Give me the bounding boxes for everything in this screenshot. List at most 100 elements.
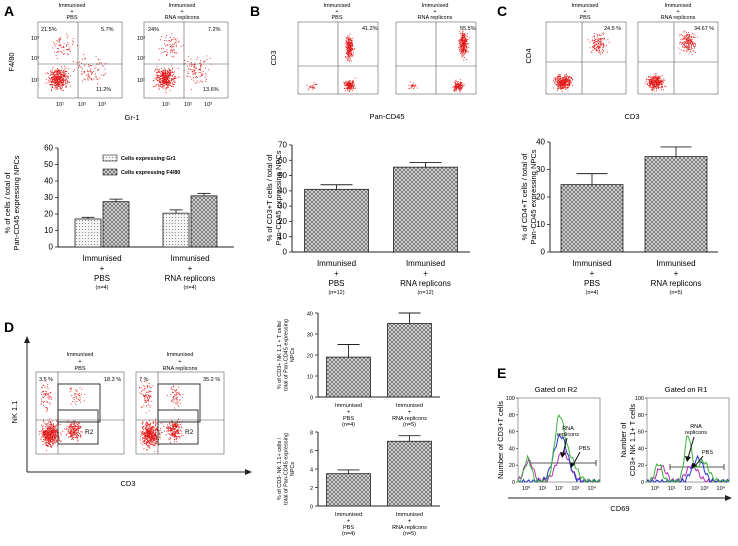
flow-dot (153, 438, 155, 440)
flow-dot (657, 78, 659, 80)
flow-dot (77, 431, 79, 433)
flow-dot (653, 90, 655, 92)
flow-dot (174, 428, 176, 430)
flow-dot (80, 426, 81, 428)
flow-dot (45, 391, 47, 393)
flow-dot (592, 45, 594, 47)
flow-dot (77, 428, 79, 430)
flow-dot (58, 423, 60, 425)
flow-dot (347, 82, 349, 84)
flow-dot (685, 35, 687, 37)
flow-dot (54, 51, 55, 53)
flow-dot (564, 81, 566, 82)
flow-dot (161, 83, 163, 85)
flow-dot (70, 75, 71, 77)
flow-dot (60, 432, 62, 434)
flow-dot (102, 74, 104, 76)
flow-dot (44, 430, 46, 432)
flow-dot (349, 38, 351, 40)
flow-dot (149, 422, 151, 424)
flow-dot (688, 44, 689, 46)
flow-dot (687, 37, 689, 38)
flow-dot (164, 70, 166, 72)
flow-dot (78, 66, 80, 68)
flow-dot (53, 430, 55, 432)
flow-dot (159, 70, 161, 72)
flow-dot (48, 432, 50, 433)
flow-dot (56, 88, 58, 90)
flow-dot (455, 86, 457, 88)
flow-dot (50, 433, 51, 435)
flow-dot (159, 78, 161, 80)
flow-dot (565, 80, 567, 81)
flow-dot (175, 78, 176, 79)
flow-dot (167, 75, 169, 77)
flow-dot (53, 433, 55, 435)
flow-dot (308, 88, 310, 90)
flow-dot (49, 436, 51, 438)
flow-dot (77, 429, 79, 431)
flow-dot (148, 410, 150, 412)
flow-dot (697, 36, 699, 38)
flow-dot (64, 75, 66, 77)
flow-dot (685, 46, 686, 48)
flow-dot (55, 430, 56, 431)
flow-dot (348, 59, 350, 61)
flow-dot (688, 41, 690, 43)
flow-dot (78, 398, 79, 400)
flow-dot (162, 79, 164, 81)
flow-dot (151, 434, 152, 436)
flow-dot (98, 68, 100, 70)
flow-dot (171, 43, 173, 45)
flow-dot (349, 82, 350, 84)
flow-dot (165, 84, 167, 86)
flow-dot (658, 83, 660, 85)
flow-dot (599, 44, 601, 45)
flow-dot (555, 78, 557, 80)
flow-dot (192, 64, 194, 66)
flow-dot (681, 42, 683, 44)
flow-dot (350, 41, 352, 43)
flow-dot (148, 436, 150, 438)
flow-dot (60, 84, 62, 86)
flow-dot (560, 79, 562, 81)
flow-dot (50, 392, 52, 394)
flow-dot (61, 80, 62, 82)
flow-dot (151, 436, 153, 438)
flow-dot (602, 43, 604, 45)
flow-dot (173, 426, 175, 427)
flow-dot (602, 38, 604, 39)
flow-dot (177, 77, 179, 79)
flow-dot (686, 41, 688, 43)
flow-dot (50, 435, 51, 437)
flow-dot (67, 431, 69, 433)
flow-dot (55, 76, 57, 78)
flow-dot (658, 81, 660, 82)
flow-dot (689, 43, 691, 45)
flow-dot (67, 77, 69, 79)
flow-dot (660, 81, 661, 82)
flow-dot (651, 88, 653, 90)
flow-dot (568, 79, 570, 81)
flow-a-left-title1: Immunised (59, 3, 86, 9)
flow-d-left-gate-r2 (57, 409, 99, 445)
flow-dot (81, 389, 83, 390)
flow-dot (684, 37, 685, 39)
flow-dot (554, 82, 556, 84)
flow-dot (413, 82, 415, 84)
flow-dot (143, 433, 145, 435)
flow-dot (141, 390, 142, 392)
flow-dot (64, 53, 65, 55)
flow-dot (55, 82, 57, 84)
flow-dot (57, 72, 59, 74)
flow-dot (658, 86, 659, 88)
flow-dot (692, 42, 694, 44)
flow-dot (346, 81, 348, 83)
flow-dot (142, 422, 144, 423)
flow-dot (193, 77, 194, 79)
flow-dot (146, 449, 147, 451)
flow-dot (569, 80, 570, 82)
flow-dot (75, 433, 77, 435)
flow-dot (79, 399, 81, 401)
flow-dot (170, 72, 172, 74)
